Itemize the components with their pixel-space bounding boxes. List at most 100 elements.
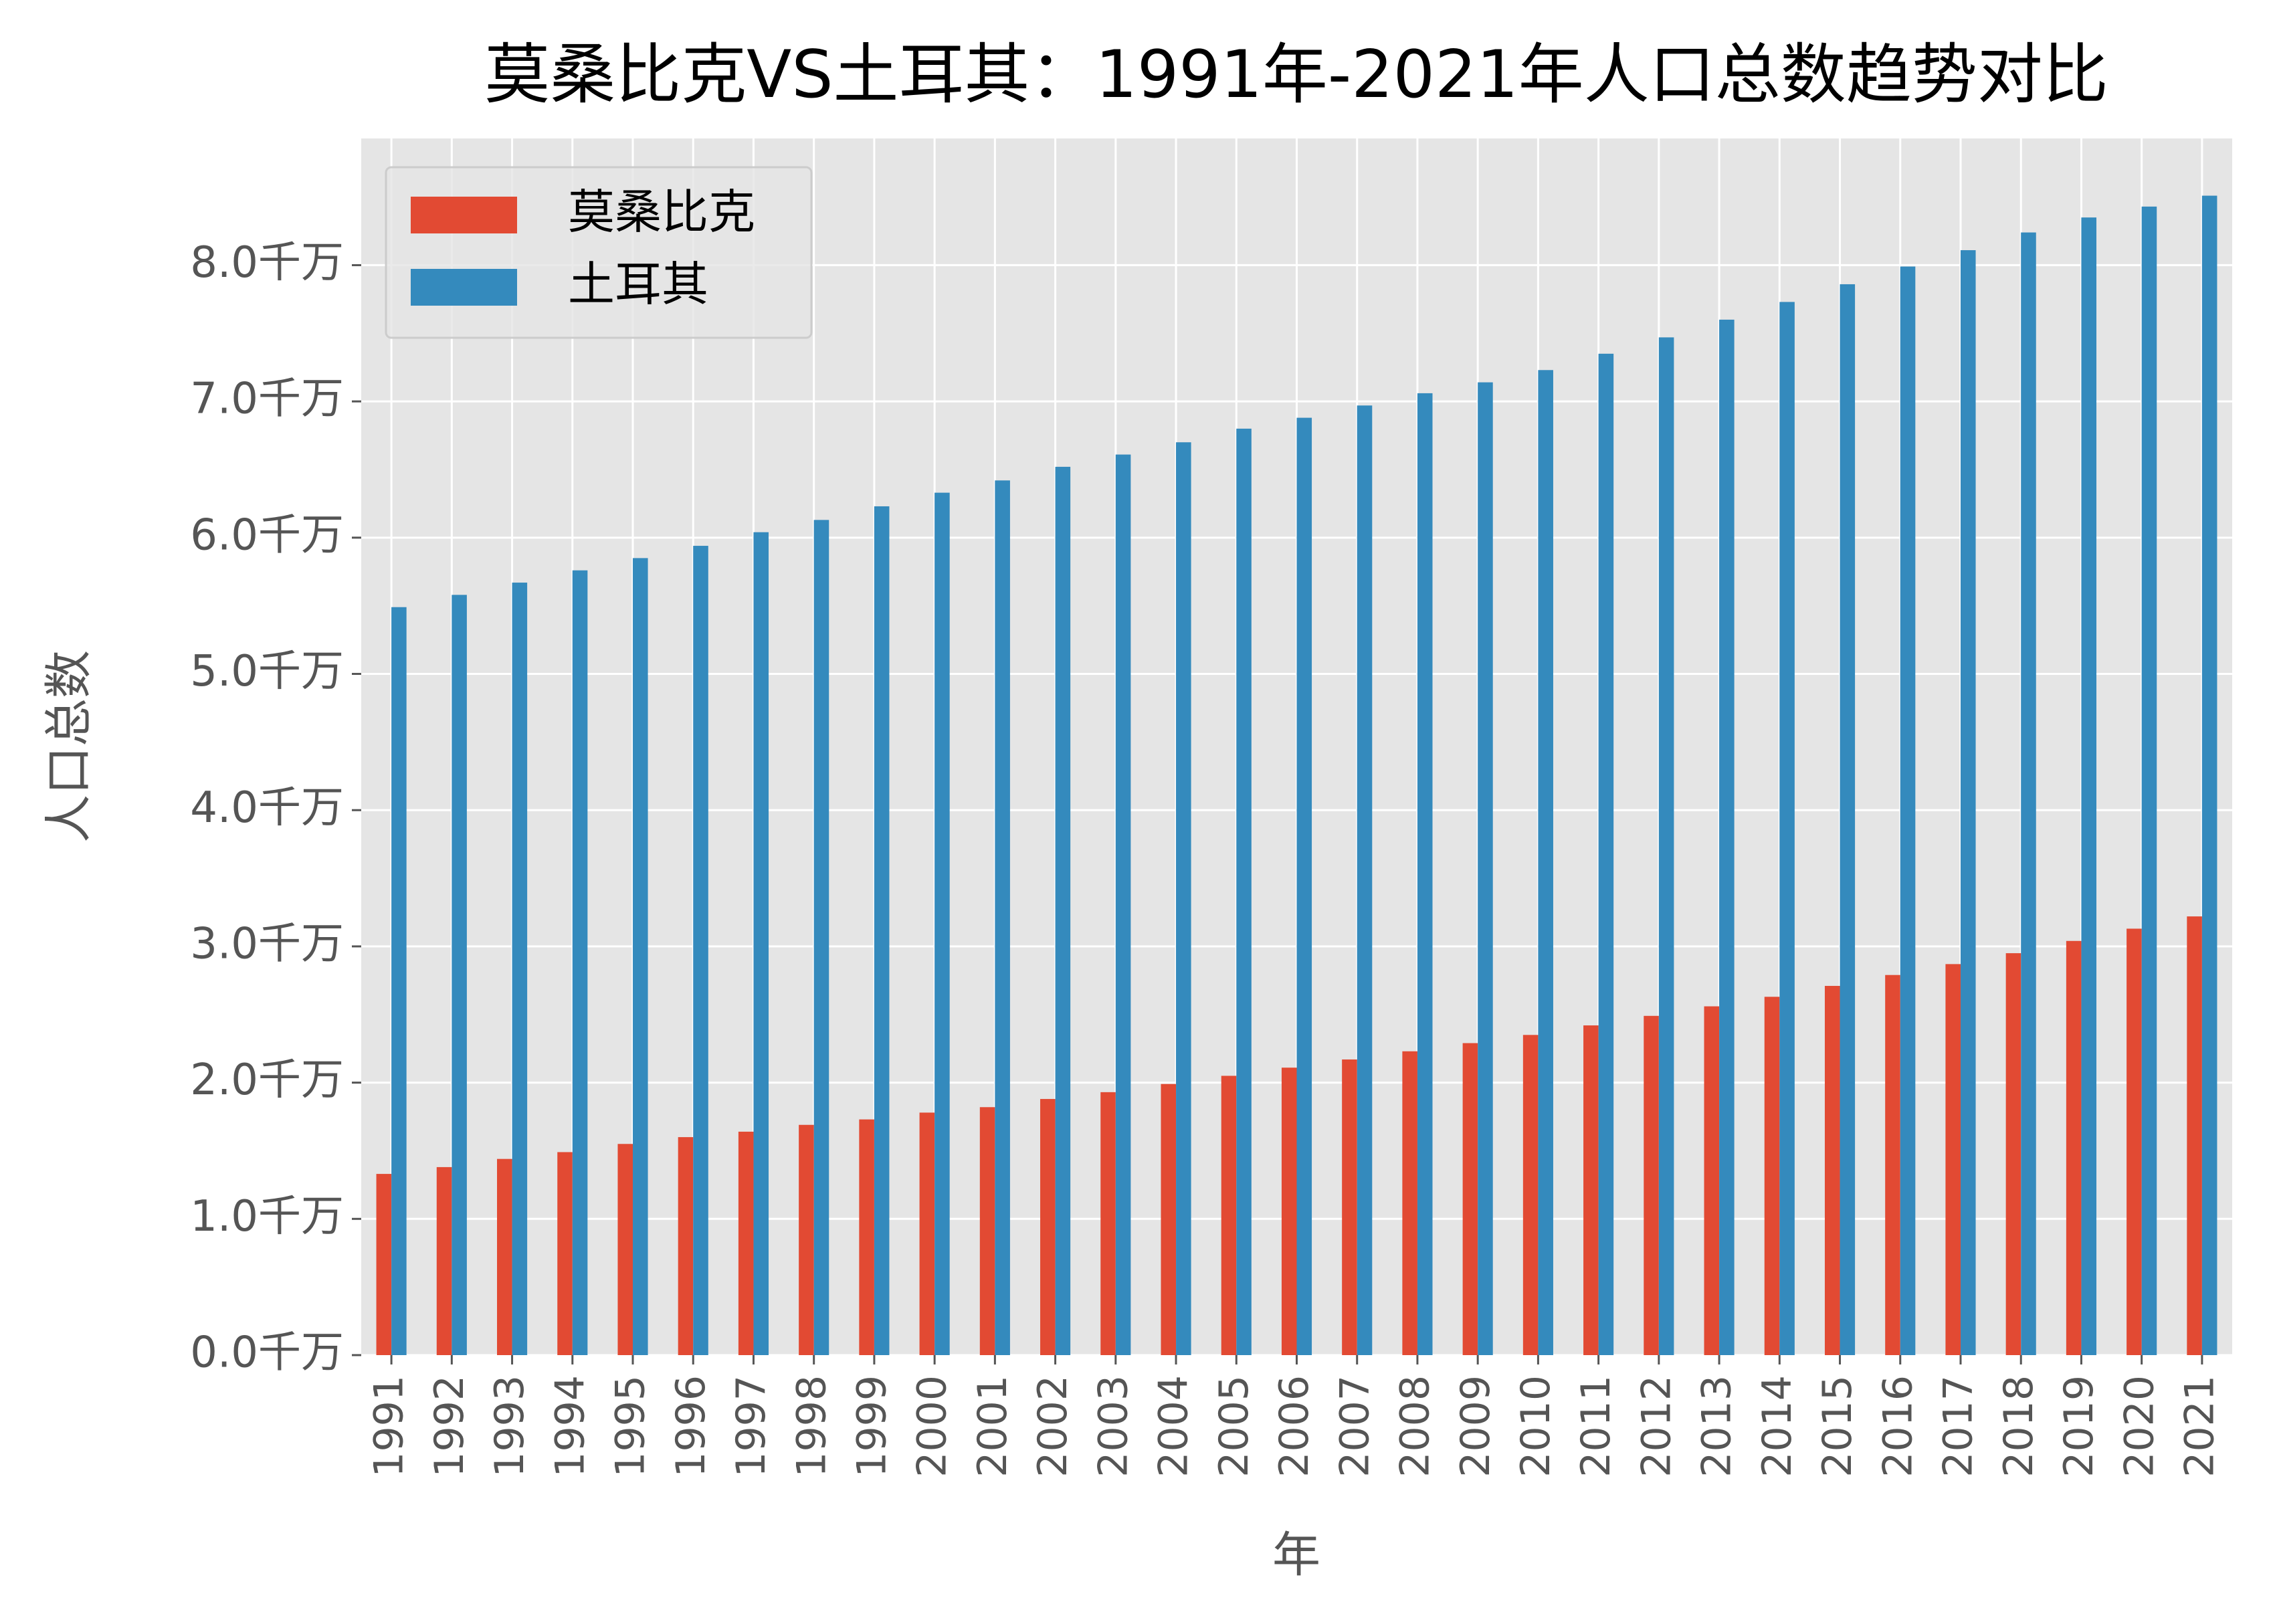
x-tick-label: 2000 xyxy=(909,1375,956,1478)
legend-swatch xyxy=(411,197,517,233)
x-tick-label: 2007 xyxy=(1331,1375,1378,1478)
y-axis-label: 人口总数 xyxy=(41,650,97,843)
y-tick-label: 6.0千万 xyxy=(190,510,344,560)
x-tick-label: 2006 xyxy=(1271,1375,1318,1478)
bar xyxy=(1764,997,1780,1355)
bar xyxy=(391,607,407,1356)
bar xyxy=(1281,1068,1297,1355)
y-tick-label: 0.0千万 xyxy=(190,1328,344,1378)
bar xyxy=(1945,964,1961,1355)
bar xyxy=(557,1152,573,1355)
bar xyxy=(1885,975,1900,1355)
x-tick-label: 2008 xyxy=(1392,1375,1439,1478)
x-tick-label: 1995 xyxy=(607,1375,654,1478)
x-tick-label: 1994 xyxy=(547,1375,593,1478)
bar xyxy=(1055,466,1071,1355)
x-tick-label: 1992 xyxy=(426,1375,473,1478)
bar xyxy=(1840,284,1856,1355)
bar xyxy=(633,558,648,1355)
x-tick-label: 2002 xyxy=(1029,1375,1076,1478)
bar xyxy=(919,1112,935,1355)
x-tick-label: 2016 xyxy=(1874,1375,1921,1478)
x-tick-label: 2018 xyxy=(1995,1375,2042,1478)
bar xyxy=(1462,1043,1478,1355)
bar xyxy=(1040,1099,1056,1355)
bar xyxy=(2081,217,2096,1356)
bar xyxy=(2021,232,2036,1356)
x-tick-label: 2001 xyxy=(969,1375,1016,1478)
x-tick-label: 1999 xyxy=(849,1375,896,1478)
chart-title: 莫桑比克VS土耳其：1991年-2021年人口总数趋势对比 xyxy=(484,37,2108,113)
x-tick-label: 2017 xyxy=(1935,1375,1982,1478)
x-axis-label: 年 xyxy=(1272,1527,1320,1583)
bar xyxy=(436,1166,452,1355)
bar xyxy=(617,1144,633,1355)
bar xyxy=(1100,1092,1116,1355)
bar xyxy=(738,1131,754,1355)
x-tick-label: 2020 xyxy=(2116,1375,2163,1478)
x-tick-label: 2012 xyxy=(1633,1375,1680,1478)
x-tick-label: 2005 xyxy=(1211,1375,1258,1478)
bar xyxy=(1478,382,1493,1356)
bar xyxy=(813,520,829,1355)
bar xyxy=(874,506,890,1356)
bar xyxy=(678,1137,694,1355)
bar xyxy=(2201,195,2217,1356)
x-tick-label: 1997 xyxy=(728,1375,775,1478)
bar xyxy=(1522,1035,1539,1355)
bar xyxy=(1115,454,1131,1355)
y-tick-label: 3.0千万 xyxy=(190,919,344,969)
bar xyxy=(2066,940,2082,1355)
x-tick-label: 2013 xyxy=(1694,1375,1741,1478)
x-tick-label: 1996 xyxy=(668,1375,714,1478)
x-tick-label: 2010 xyxy=(1512,1375,1559,1478)
bar xyxy=(1176,442,1191,1356)
x-tick-label: 2009 xyxy=(1452,1375,1499,1478)
x-tick-label: 2004 xyxy=(1151,1375,1197,1478)
bar xyxy=(2187,916,2202,1355)
legend-swatch xyxy=(411,269,517,306)
x-tick-label: 2015 xyxy=(1814,1375,1861,1478)
bar xyxy=(452,595,467,1355)
bar xyxy=(1221,1076,1237,1355)
bar xyxy=(995,480,1010,1356)
bar xyxy=(753,532,769,1356)
legend-label: 莫桑比克 xyxy=(568,185,755,239)
bar xyxy=(1900,266,1916,1356)
x-tick-label: 2019 xyxy=(2056,1375,2102,1478)
bar xyxy=(1402,1051,1417,1355)
bar xyxy=(1236,428,1252,1355)
bar xyxy=(1719,319,1735,1355)
x-tick-label: 2003 xyxy=(1090,1375,1136,1478)
x-tick-label: 2011 xyxy=(1573,1375,1619,1478)
bar xyxy=(1161,1084,1177,1355)
bar xyxy=(1417,393,1433,1355)
bar xyxy=(1824,985,1840,1355)
y-tick-label: 5.0千万 xyxy=(190,647,344,696)
x-tick-label: 1993 xyxy=(486,1375,533,1478)
legend-label: 土耳其 xyxy=(568,257,708,312)
bar xyxy=(2127,928,2142,1355)
bar xyxy=(1704,1006,1720,1355)
bar xyxy=(693,546,708,1355)
bar xyxy=(1779,302,1795,1356)
bar xyxy=(859,1119,874,1355)
y-tick-label: 2.0千万 xyxy=(190,1055,344,1105)
bar xyxy=(1598,353,1614,1355)
y-tick-label: 1.0千万 xyxy=(190,1192,344,1241)
bar xyxy=(979,1107,995,1355)
y-tick-label: 7.0千万 xyxy=(190,375,344,424)
bar xyxy=(376,1174,392,1355)
y-tick-label: 8.0千万 xyxy=(190,238,344,288)
bar xyxy=(2141,206,2157,1356)
x-tick-label: 1991 xyxy=(366,1375,413,1478)
bar xyxy=(1538,370,1553,1355)
bar xyxy=(1357,405,1373,1356)
bar xyxy=(2005,953,2021,1355)
x-tick-label: 2021 xyxy=(2176,1375,2223,1478)
bar xyxy=(512,583,528,1355)
x-tick-label: 1998 xyxy=(788,1375,835,1478)
bar xyxy=(799,1124,814,1355)
bar xyxy=(1658,337,1674,1356)
